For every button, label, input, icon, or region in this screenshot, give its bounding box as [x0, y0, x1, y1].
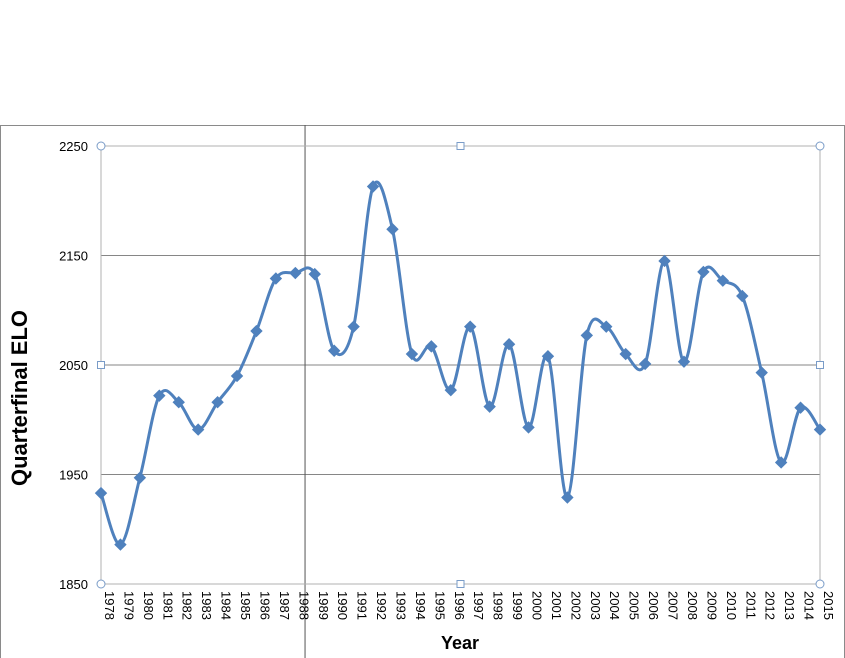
side-handle[interactable] [97, 361, 105, 369]
x-tick-label: 1979 [121, 591, 136, 620]
data-point-2013 [774, 456, 788, 469]
data-point-1997 [464, 320, 477, 333]
side-handle[interactable] [456, 580, 465, 588]
x-tick-label: 2003 [588, 591, 603, 620]
x-tick-label: 1981 [160, 591, 175, 620]
x-tick-label: 2005 [627, 591, 642, 620]
x-tick-label: 1993 [393, 591, 408, 620]
x-tick-label: 1982 [180, 591, 195, 620]
x-tick-label: 1985 [238, 591, 253, 620]
x-tick-label: 1998 [491, 591, 506, 620]
x-tick-label: 1990 [335, 591, 350, 620]
x-tick-label: 2004 [607, 591, 622, 620]
x-tick-label: 2013 [782, 591, 797, 620]
data-point-2014 [794, 401, 807, 414]
data-point-2015 [813, 423, 827, 436]
x-tick-label: 2002 [568, 591, 583, 620]
data-point-2004 [600, 320, 613, 333]
data-point-1985 [230, 369, 244, 383]
x-tick-label: 2008 [685, 591, 700, 620]
data-point-2012 [755, 366, 768, 379]
data-point-1989 [308, 267, 321, 281]
data-point-1999 [502, 337, 516, 351]
x-tick-label: 1992 [374, 591, 389, 620]
data-point-1995 [425, 340, 438, 353]
data-point-1991 [347, 320, 360, 333]
data-point-1988 [289, 266, 302, 280]
y-tick-label: 2150 [59, 249, 88, 264]
data-point-2001 [541, 350, 555, 363]
x-tick-label: 2011 [743, 591, 758, 619]
data-point-1998 [483, 400, 496, 413]
gridlines [101, 145, 820, 585]
data-point-2008 [677, 355, 691, 368]
corner-handle[interactable] [815, 579, 825, 589]
data-point-1983 [191, 423, 205, 436]
x-tick-label: 1988 [296, 591, 311, 620]
data-point-2009 [697, 265, 710, 279]
side-handle[interactable] [456, 142, 465, 150]
x-tick-label: 1999 [510, 591, 525, 620]
series-line [99, 180, 822, 547]
data-point-2000 [522, 421, 535, 434]
x-axis-title: Year [441, 633, 479, 653]
side-handle[interactable] [816, 361, 824, 369]
x-tick-label: 2009 [704, 591, 719, 620]
data-point-2006 [638, 357, 652, 371]
data-point-1992 [366, 180, 380, 193]
x-tick-label: 1983 [199, 591, 214, 620]
data-point-2010 [716, 274, 730, 287]
data-point-2003 [580, 329, 594, 342]
y-tick-label: 2250 [59, 139, 88, 154]
selection-handles [96, 141, 825, 589]
x-tick-label: 2015 [821, 591, 836, 620]
x-tick-label: 1995 [432, 591, 447, 620]
x-tick-label: 2014 [802, 591, 817, 620]
x-tick-label: 1997 [471, 591, 486, 620]
x-tick-label: 2007 [666, 591, 681, 620]
data-point-2005 [619, 347, 632, 361]
data-point-1980 [133, 471, 147, 484]
data-point-1994 [405, 347, 419, 361]
y-axis-title: Quarterfinal ELO [7, 310, 32, 486]
x-tick-label: 2012 [763, 591, 778, 620]
x-tick-label: 2010 [724, 591, 739, 620]
x-tick-label: 1996 [452, 591, 467, 620]
corner-handle[interactable] [96, 579, 106, 589]
corner-handle[interactable] [96, 141, 106, 151]
x-tick-label: 1984 [219, 591, 234, 620]
x-tick-label: 1991 [355, 591, 370, 620]
data-point-1987 [269, 272, 283, 285]
x-tick-label: 1986 [257, 591, 272, 620]
x-tick-label: 1987 [277, 591, 292, 620]
x-tick-label: 1989 [316, 591, 331, 620]
data-point-2002 [561, 491, 574, 504]
x-tick-label: 2001 [549, 591, 564, 620]
data-point-1996 [444, 383, 457, 397]
y-tick-label: 2050 [59, 358, 88, 373]
corner-handle[interactable] [815, 141, 825, 151]
data-point-1984 [211, 396, 224, 409]
data-point-1986 [250, 324, 263, 338]
x-tick-label: 2000 [530, 591, 545, 620]
data-markers [94, 180, 827, 551]
x-tick-label: 1980 [141, 591, 156, 620]
y-axis-tick-labels: 1850 1950 2050 2150 2250 [59, 139, 88, 592]
x-tick-label: 2006 [646, 591, 661, 620]
data-point-1979 [114, 538, 127, 551]
data-point-2007 [658, 254, 671, 268]
data-point-1993 [386, 223, 399, 236]
data-point-1990 [327, 344, 341, 357]
x-tick-label: 1994 [413, 591, 428, 620]
data-point-1982 [172, 396, 185, 409]
x-tick-label: 1978 [102, 591, 117, 620]
data-point-1981 [153, 389, 166, 402]
x-axis-tick-labels: 1978 1979 1980 1981 1982 1983 1984 1985 1986 1987… [102, 591, 836, 620]
y-tick-label: 1950 [59, 468, 88, 483]
data-point-1978 [94, 486, 108, 500]
y-tick-label: 1850 [59, 577, 88, 592]
data-point-2011 [736, 289, 749, 303]
